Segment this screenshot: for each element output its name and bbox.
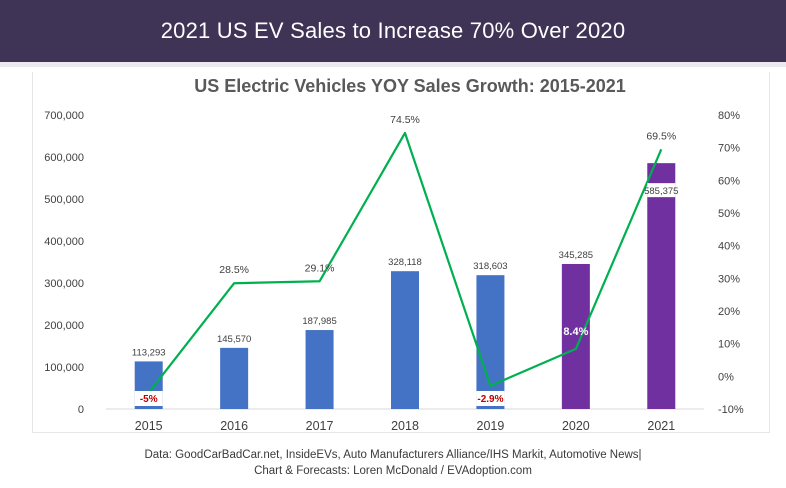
bar-value-label: 345,285 — [559, 250, 593, 261]
x-tick-label: 2020 — [562, 419, 590, 432]
bar-2020 — [561, 263, 590, 409]
bar-2021 — [647, 163, 676, 409]
source-note: Data: GoodCarBadCar.net, InsideEVs, Auto… — [0, 447, 786, 479]
growth-label-2020: 8.4% — [563, 326, 588, 338]
chart-panel: US Electric Vehicles YOY Sales Growth: 2… — [32, 72, 770, 433]
y-left-tick-label: 700,000 — [44, 110, 84, 122]
x-tick-label: 2018 — [391, 419, 419, 432]
x-tick-label: 2015 — [135, 419, 163, 432]
y-left-tick-label: 500,000 — [44, 194, 84, 206]
y-left-tick-label: 400,000 — [44, 236, 84, 248]
chart-title: US Electric Vehicles YOY Sales Growth: 2… — [194, 76, 626, 96]
y-right-tick-label: 40% — [718, 241, 740, 253]
growth-label-2019: -2.9% — [477, 394, 503, 405]
bar-value-label: 585,375 — [644, 186, 678, 197]
source-line-2: Chart & Forecasts: Loren McDonald / EVAd… — [254, 465, 532, 477]
banner-title: 2021 US EV Sales to Increase 70% Over 20… — [160, 18, 626, 43]
y-right-tick-label: 50% — [718, 208, 740, 220]
y-right-tick-label: 0% — [718, 371, 734, 383]
x-tick-label: 2021 — [647, 419, 675, 432]
y-left-tick-label: 600,000 — [44, 152, 84, 164]
growth-label-bg — [476, 391, 505, 406]
y-right-tick-label: 30% — [718, 273, 740, 285]
growth-label-2015: -5% — [140, 394, 158, 405]
y-right-tick-label: -10% — [718, 404, 744, 416]
bar-value-label: 328,118 — [388, 257, 422, 268]
y-right-tick-label: 70% — [718, 143, 740, 155]
x-tick-label: 2019 — [477, 419, 505, 432]
y-right-tick-label: 60% — [718, 175, 740, 187]
y-left-tick-label: 300,000 — [44, 278, 84, 290]
chart-svg: US Electric Vehicles YOY Sales Growth: 2… — [44, 76, 744, 432]
growth-label-2016: 28.5% — [219, 264, 249, 276]
bar-2019 — [476, 275, 505, 409]
growth-label-2018: 74.5% — [390, 114, 420, 126]
growth-label-2017: 29.1% — [305, 262, 335, 274]
bar-2017 — [305, 330, 334, 409]
bar-label-bg — [647, 183, 676, 198]
y-left-tick-label: 100,000 — [44, 362, 84, 374]
y-left-tick-label: 200,000 — [44, 320, 84, 332]
bar-value-label: 145,570 — [217, 334, 251, 345]
source-line-1: Data: GoodCarBadCar.net, InsideEVs, Auto… — [144, 449, 642, 461]
bar-value-label: 318,603 — [473, 261, 507, 272]
banner-divider — [0, 62, 786, 67]
bar-value-label: 187,985 — [302, 316, 336, 327]
growth-label-bg — [134, 391, 163, 406]
y-left-tick-label: 0 — [78, 404, 84, 416]
bar-value-label: 113,293 — [132, 347, 166, 358]
growth-label-2021: 69.5% — [646, 130, 676, 142]
y-right-tick-label: 20% — [718, 306, 740, 318]
growth-line — [147, 131, 663, 394]
y-right-tick-label: 10% — [718, 339, 740, 351]
x-tick-label: 2016 — [220, 419, 248, 432]
bar-2016 — [220, 347, 249, 409]
bar-2018 — [391, 271, 419, 409]
header-banner: 2021 US EV Sales to Increase 70% Over 20… — [0, 0, 786, 62]
x-tick-label: 2017 — [306, 419, 334, 432]
y-right-tick-label: 80% — [718, 110, 740, 122]
